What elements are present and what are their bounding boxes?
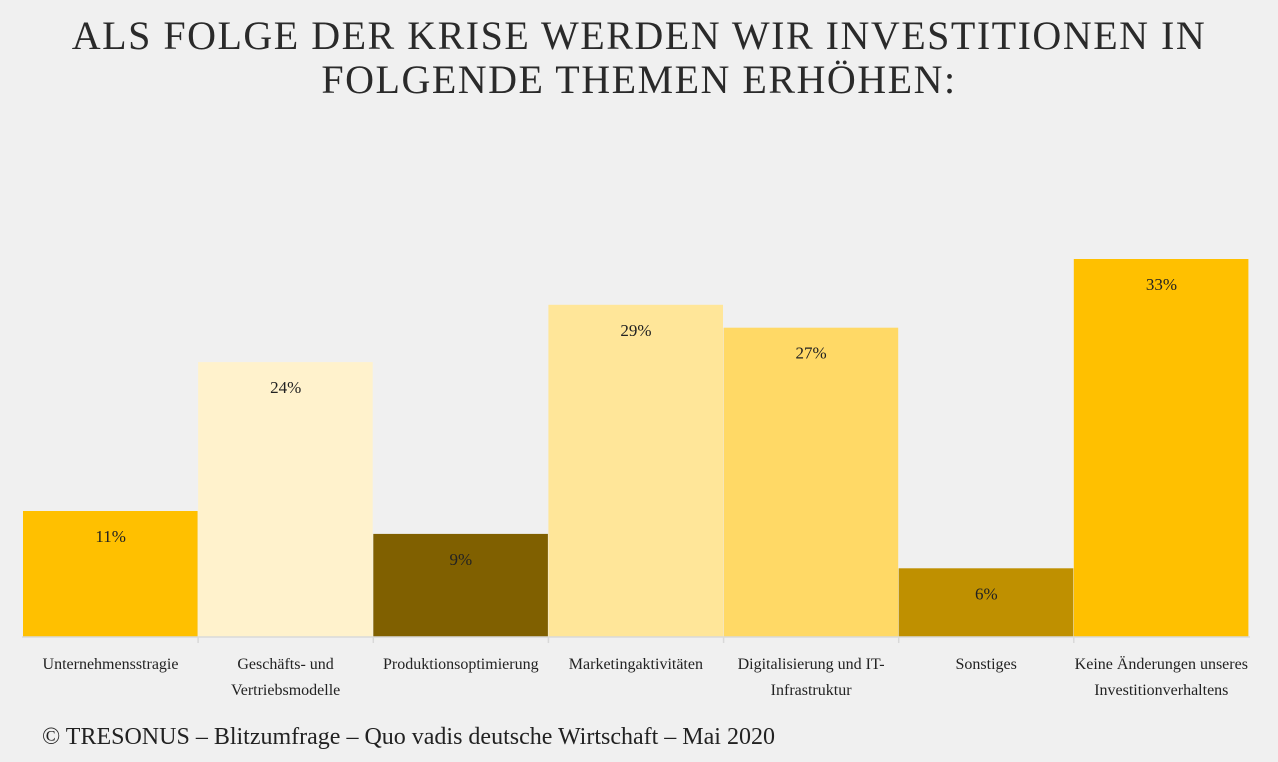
bar-7 bbox=[1073, 259, 1249, 637]
bar-6 bbox=[898, 568, 1074, 637]
chart-title: Als Folge der Krise werden wir Investiti… bbox=[71, 13, 1207, 102]
data-label-3: 9% bbox=[449, 550, 472, 569]
category-label-3: Produktionsoptimierung bbox=[383, 656, 539, 673]
category-label-2: Geschäfts- und Vertriebsmodelle bbox=[230, 656, 341, 699]
category-label-6: Sonstiges bbox=[955, 656, 1017, 673]
data-label-1: 11% bbox=[95, 527, 126, 546]
data-labels-group: 11% 24% 9% 29% 27% 6% 33% bbox=[95, 275, 1177, 603]
category-label-7: Keine Änderungen unseres Investitionverh… bbox=[1074, 656, 1248, 699]
data-label-2: 24% bbox=[270, 378, 301, 397]
data-label-4: 29% bbox=[620, 321, 651, 340]
category-label-1: Unternehmensstragie bbox=[42, 656, 179, 673]
footer-copyright: © TRESONUS – Blitzumfrage – Quo vadis de… bbox=[42, 724, 775, 750]
data-label-7: 33% bbox=[1146, 275, 1177, 294]
data-label-6: 6% bbox=[975, 584, 998, 603]
bar-3 bbox=[373, 533, 548, 637]
x-axis-ticks bbox=[197, 637, 1075, 643]
bar-4 bbox=[548, 304, 723, 637]
bar-2 bbox=[198, 362, 373, 637]
data-label-5: 27% bbox=[796, 344, 827, 363]
category-label-4: Marketingaktivitäten bbox=[568, 656, 703, 673]
bar-5 bbox=[723, 327, 899, 637]
bar-1 bbox=[23, 511, 198, 637]
category-label-5: Digitalisierung und IT-Infrastruktur bbox=[737, 656, 885, 699]
bars-group bbox=[23, 259, 1249, 637]
